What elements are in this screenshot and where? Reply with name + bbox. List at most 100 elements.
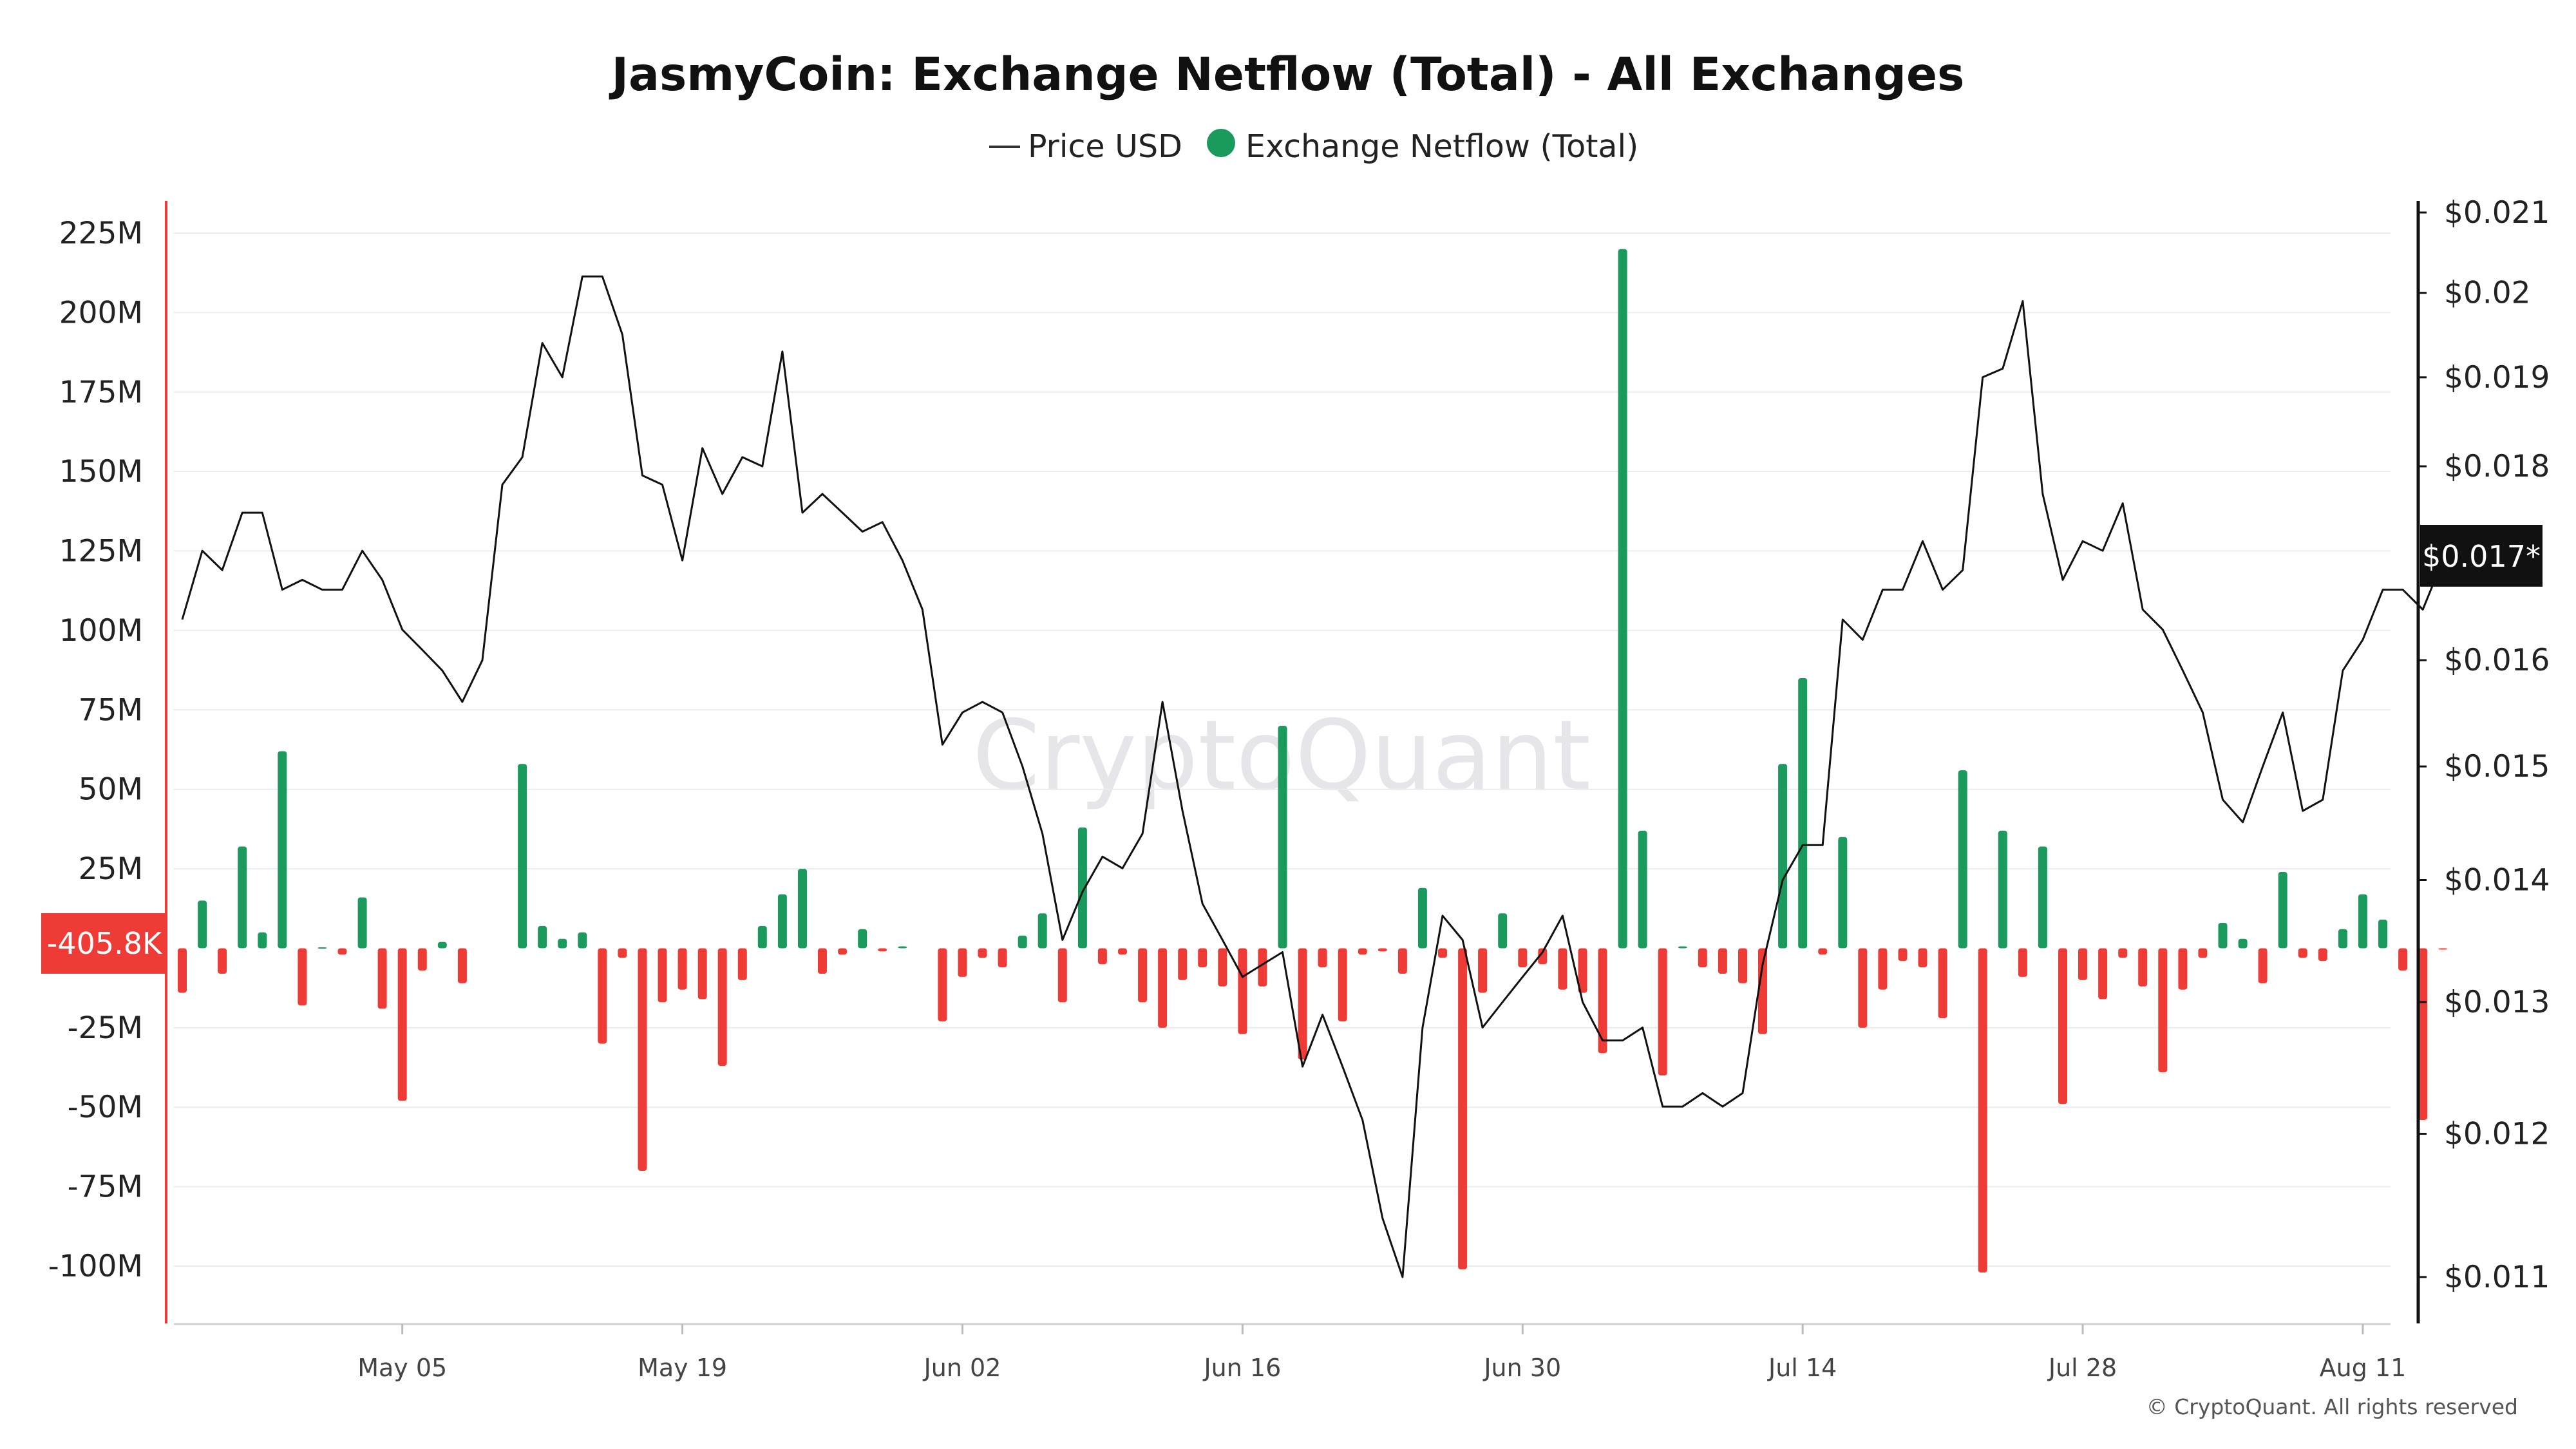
left-tick-label: 225M <box>59 216 143 251</box>
netflow-bar-negative <box>1218 948 1227 987</box>
netflow-bar-negative <box>618 948 627 958</box>
netflow-bar-positive <box>757 925 767 949</box>
netflow-bar-negative <box>1978 948 1987 1273</box>
netflow-bar-positive <box>357 897 367 949</box>
netflow-bar-negative <box>2438 948 2448 950</box>
netflow-bar-negative <box>1478 948 1488 993</box>
current-price-badge-bg <box>2420 525 2543 587</box>
netflow-bar-negative <box>1318 948 1327 968</box>
netflow-bar-negative <box>2398 948 2408 971</box>
netflow-bar-positive <box>1798 678 1808 949</box>
netflow-bar-negative <box>818 948 827 974</box>
netflow-bar-negative <box>1878 948 1888 990</box>
left-tick-label: 25M <box>79 851 143 887</box>
netflow-bar-positive <box>278 751 287 949</box>
netflow-bar-negative <box>1057 948 1067 1003</box>
netflow-bar-positive <box>898 946 907 949</box>
netflow-bar-negative <box>298 948 307 1006</box>
netflow-bar-negative <box>1298 948 1307 1060</box>
netflow-bar-negative <box>2018 948 2027 977</box>
netflow-bar-negative <box>658 948 667 1003</box>
current-netflow-badge: -405.8K <box>41 913 167 974</box>
netflow-bar-negative <box>1097 948 1107 965</box>
left-tick-label: 50M <box>79 772 143 808</box>
netflow-bar-negative <box>1738 948 1747 983</box>
netflow-bar-positive <box>2238 938 2248 949</box>
netflow-bar-negative <box>1138 948 1148 1003</box>
netflow-bar-negative <box>697 948 707 999</box>
left-axis-ticks: 225M 200M 175M 150M 125M 100M 75M 50M 25M -25M -50… <box>48 216 143 1284</box>
netflow-bar-negative <box>2098 948 2108 999</box>
x-tick-label: Jun 30 <box>1482 1354 1561 1382</box>
netflow-bar-positive <box>798 869 807 949</box>
netflow-bar-negative <box>1338 948 1347 1021</box>
legend-item-netflow[interactable]: Exchange Netflow (Total) <box>1207 128 1638 165</box>
netflow-bar-negative <box>638 948 647 1171</box>
copyright-notice: © CryptoQuant. All rights reserved <box>2146 1394 2518 1419</box>
netflow-bar-positive <box>198 900 207 949</box>
netflow-bar-negative <box>1758 948 1767 1034</box>
netflow-bar-negative <box>1698 948 1707 968</box>
left-tick-label: -100M <box>48 1249 143 1284</box>
current-price-label: $0.017* <box>2422 539 2541 574</box>
netflow-bar-positive <box>1778 764 1788 949</box>
netflow-bar-negative <box>377 948 387 1009</box>
netflow-bar-negative <box>457 948 467 983</box>
netflow-bar-positive <box>1838 837 1848 949</box>
netflow-bar-negative <box>1938 948 1947 1019</box>
x-tick-label: Jun 02 <box>923 1354 1001 1382</box>
netflow-bar-negative <box>178 948 187 993</box>
netflow-bar-positive <box>317 947 327 949</box>
netflow-bar-negative <box>1438 948 1447 958</box>
legend-label-netflow: Exchange Netflow (Total) <box>1245 128 1638 165</box>
left-tick-label: -50M <box>68 1090 143 1125</box>
netflow-bar-negative <box>958 948 967 977</box>
price-usd-line <box>181 275 2444 1278</box>
netflow-bar-positive <box>558 938 567 949</box>
netflow-bar-negative <box>2198 948 2208 958</box>
right-tick-label: $0.015 <box>2444 749 2550 784</box>
right-tick-label: $0.019 <box>2444 360 2550 395</box>
netflow-bar-positive <box>2218 923 2228 949</box>
netflow-bar-positive <box>518 764 527 949</box>
netflow-bar-positive <box>858 929 867 949</box>
netflow-bar-negative <box>978 948 987 958</box>
netflow-bar-positive <box>1417 887 1427 949</box>
netflow-bar-negative <box>2418 948 2428 1120</box>
right-tick-label: $0.02 <box>2444 276 2531 311</box>
netflow-bar-negative <box>1918 948 1927 968</box>
netflow-bar-negative <box>1578 948 1587 993</box>
netflow-bar-negative <box>2178 948 2188 990</box>
netflow-bar-positive <box>538 925 547 949</box>
right-axis-ticks: $0.021 $0.02 $0.019 $0.018 $0.016 $0.015 $0.01… <box>2418 195 2550 1295</box>
left-tick-label: 150M <box>59 454 143 489</box>
netflow-bar-negative <box>2058 948 2067 1104</box>
right-tick-label: $0.013 <box>2444 985 2550 1020</box>
x-tick-label: May 19 <box>638 1354 727 1382</box>
netflow-bar-positive <box>1638 830 1647 949</box>
netflow-bar-positive <box>777 894 787 949</box>
netflow-bar-negative <box>2138 948 2148 987</box>
x-tick-label: May 05 <box>357 1354 447 1382</box>
netflow-bar-negative <box>1358 948 1367 955</box>
netflow-bars <box>178 249 2448 1273</box>
netflow-bar-positive <box>238 846 247 949</box>
left-tick-label: -25M <box>68 1010 143 1046</box>
netflow-bar-positive <box>2358 894 2367 949</box>
netflow-bar-negative <box>598 948 607 1044</box>
netflow-bar-negative <box>1118 948 1127 955</box>
netflow-bar-positive <box>437 942 447 949</box>
legend-item-price[interactable]: Price USD <box>989 128 1182 165</box>
left-tick-label: -75M <box>68 1170 143 1205</box>
netflow-bar-negative <box>1158 948 1168 1028</box>
current-netflow-badge-bg <box>41 913 167 974</box>
netflow-bar-positive <box>2278 872 2287 949</box>
netflow-bar-negative <box>1458 948 1468 1269</box>
netflow-bar-negative <box>998 948 1007 968</box>
netflow-bar-positive <box>578 932 587 949</box>
netflow-bar-negative <box>218 948 227 974</box>
left-tick-label: 75M <box>79 692 143 728</box>
netflow-bar-negative <box>2118 948 2128 958</box>
netflow-bar-negative <box>1818 948 1828 955</box>
x-tick-label: Jul 14 <box>1767 1354 1837 1382</box>
